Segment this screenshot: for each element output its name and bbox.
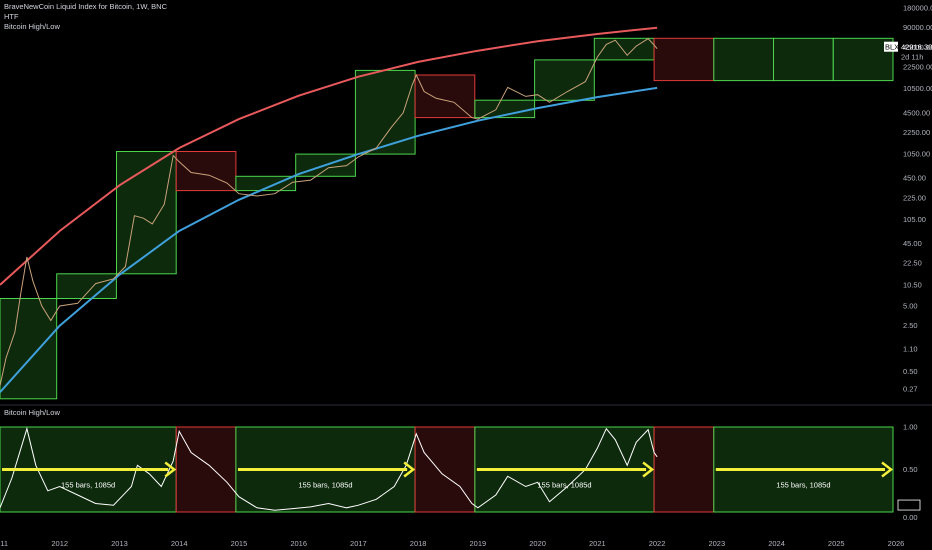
price-axis-tick: 22.50	[903, 259, 922, 268]
range-box-13	[713, 37, 774, 82]
time-axis-tick: 2020	[529, 539, 546, 548]
oscillator-line	[0, 426, 658, 511]
time-axis-tick: 2018	[410, 539, 427, 548]
price-axis-tick: 2250.00	[903, 128, 930, 137]
price-axis-tick: 450.00	[903, 174, 926, 183]
range-box-15	[832, 37, 894, 82]
time-axis-tick: 2026	[888, 539, 905, 548]
price-axis-tick: 105.00	[903, 215, 926, 224]
chart-legend: BraveNewCoin Liquid Index for Bitcoin, 1…	[4, 2, 167, 32]
time-axis-tick: 2022	[649, 539, 666, 548]
cycle-arrow-label-4: 155 bars, 1085d	[776, 481, 830, 490]
cycle-arrow-head-1	[164, 461, 177, 478]
price-axis-tick: 10.50	[903, 280, 922, 289]
oscillator-axis-tick: 0.00	[903, 513, 918, 522]
cycle-arrow-label-1: 155 bars, 1085d	[61, 481, 115, 490]
time-axis-tick: 2014	[171, 539, 188, 548]
cycle-arrows: 155 bars, 1085d 155 bars, 1085d 155 bars, …	[2, 461, 894, 490]
lower-pane-title[interactable]: Bitcoin High/Low	[4, 408, 60, 417]
range-box-10	[534, 59, 595, 101]
oscillator-axis-tick: 0.50	[903, 465, 918, 474]
oscillator-zone-2	[175, 426, 237, 513]
time-axis-tick: 2023	[708, 539, 725, 548]
symbol-tag: BLX	[885, 43, 899, 52]
price-axis-tick: 180000.00	[903, 4, 932, 13]
price-axis-tick: 1050.00	[903, 150, 930, 159]
range-box-12	[653, 37, 715, 82]
upper-range-boxes	[0, 37, 894, 400]
time-axis-tick: 2024	[768, 539, 785, 548]
axes: 180000.00 90000.00 45000.00 22500.00 10500.0…	[0, 4, 932, 548]
cycle-arrow-head-3	[642, 461, 655, 478]
time-axis-tick: 2019	[470, 539, 487, 548]
price-axis-tick: 45.00	[903, 239, 922, 248]
time-axis-tick: 2021	[589, 539, 606, 548]
time-axis-tick: 2012	[51, 539, 68, 548]
last-price-label: 42916.30	[901, 43, 932, 52]
price-axis-tick: 0.50	[903, 367, 918, 376]
symbol-title[interactable]: BraveNewCoin Liquid Index for Bitcoin, 1…	[4, 2, 167, 11]
range-box-8	[414, 74, 476, 119]
price-axis-tick: 1.10	[903, 344, 918, 353]
price-axis-tick: 90000.00	[903, 23, 932, 32]
indicator-highlow-label[interactable]: Bitcoin High/Low	[4, 22, 60, 31]
symbol-tag-bg	[884, 41, 898, 52]
cycle-arrow-label-2: 155 bars, 1085d	[298, 481, 352, 490]
time-axis-tick: 2011	[0, 539, 8, 548]
cycle-arrow-head-2	[403, 461, 416, 478]
price-series	[0, 38, 658, 387]
price-axis-tick: 22500.00	[903, 63, 932, 72]
range-box-5	[235, 175, 297, 192]
price-axis-tick: 2.50	[903, 321, 918, 330]
indicator-htf-label[interactable]: HTF	[4, 12, 19, 21]
price-axis-tick: 0.27	[903, 384, 918, 393]
range-box-7	[354, 69, 416, 155]
range-box-14	[773, 37, 834, 82]
oscillator-zone-4	[414, 426, 476, 513]
oscillator-axis-tick: 1.00	[903, 423, 918, 432]
time-axis-tick: 2025	[828, 539, 845, 548]
price-axis-tick: 225.00	[903, 193, 926, 202]
price-line	[0, 38, 658, 387]
range-box-4	[175, 151, 237, 192]
oscillator-series	[0, 426, 658, 511]
time-axis-tick: 2017	[350, 539, 367, 548]
upper-band-curve	[0, 26, 658, 286]
cycle-arrow-label-3: 155 bars, 1085d	[537, 481, 591, 490]
cycle-arrow-head-4	[881, 461, 894, 478]
time-axis-tick: 2016	[290, 539, 307, 548]
countdown-label: 2d 11h	[901, 53, 923, 62]
price-axis-tick: 45000.00	[903, 43, 932, 52]
oscillator-value-tag-bg	[897, 499, 921, 511]
time-axis-tick: 2015	[231, 539, 248, 548]
price-axis-tick: 10500.00	[903, 84, 932, 93]
time-axis-tick: 2013	[111, 539, 128, 548]
lower-pane-legend: Bitcoin High/Low	[4, 408, 60, 418]
oscillator-zone-6	[653, 426, 715, 513]
upper-curves	[0, 26, 658, 393]
lower-band-curve	[0, 86, 658, 393]
price-axis-tick: 4500.00	[903, 108, 930, 117]
price-axis-tick: 5.00	[903, 301, 918, 310]
range-box-3	[116, 151, 177, 275]
